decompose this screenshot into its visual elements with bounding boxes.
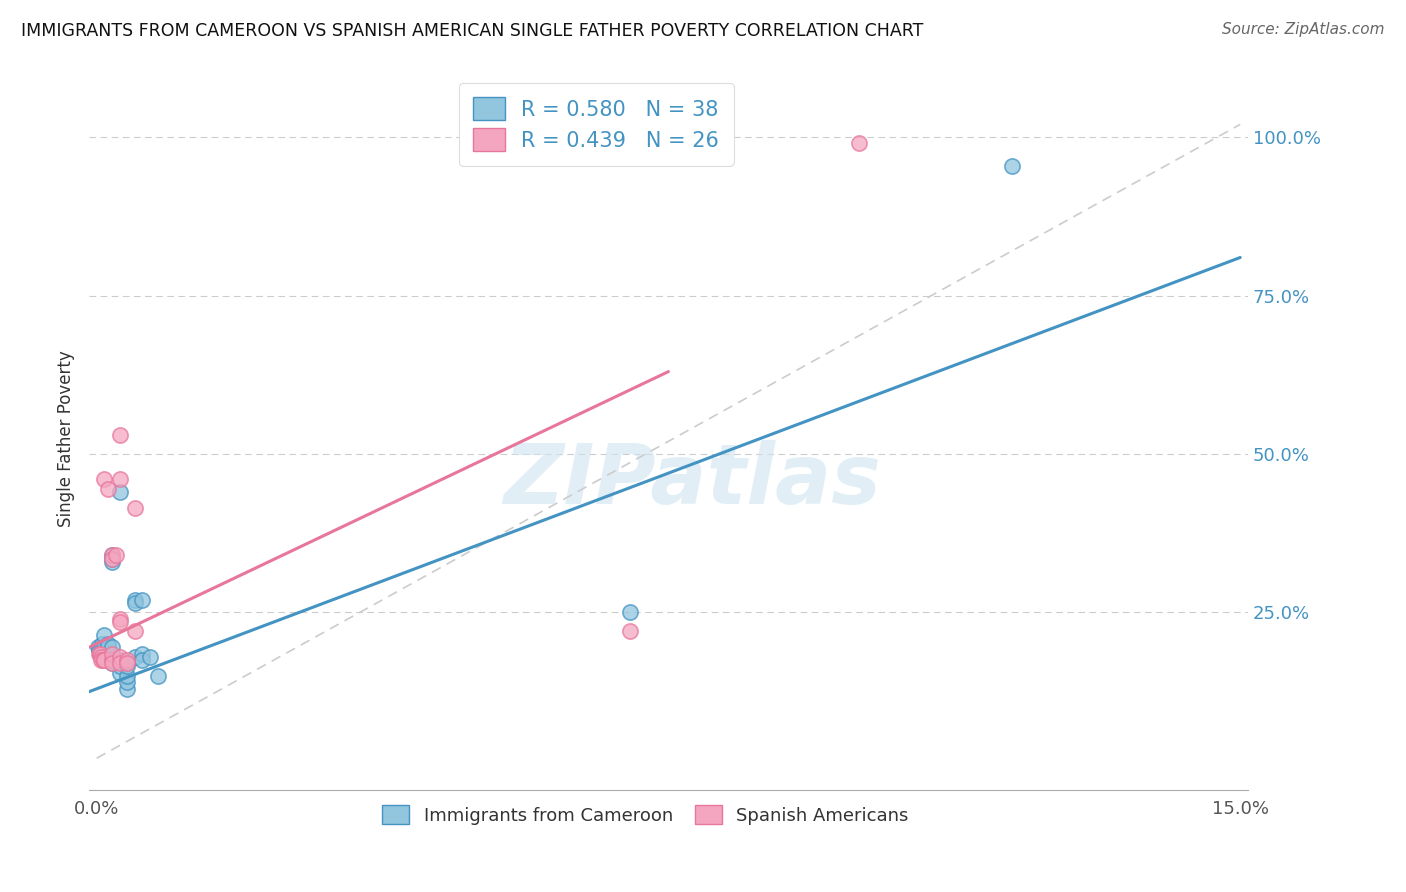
Point — [89, 647, 111, 661]
Point — [108, 485, 131, 500]
Point — [108, 612, 131, 626]
Point — [146, 669, 169, 683]
Point — [108, 472, 131, 486]
Point — [101, 551, 124, 566]
Text: IMMIGRANTS FROM CAMEROON VS SPANISH AMERICAN SINGLE FATHER POVERTY CORRELATION C: IMMIGRANTS FROM CAMEROON VS SPANISH AMER… — [21, 22, 924, 40]
Point — [93, 472, 115, 486]
Y-axis label: Single Father Poverty: Single Father Poverty — [58, 350, 75, 526]
Point — [93, 640, 115, 655]
Point — [131, 647, 153, 661]
Point — [87, 647, 110, 661]
Point — [124, 500, 146, 515]
Point — [101, 551, 124, 566]
Point — [124, 596, 146, 610]
Point — [90, 653, 112, 667]
Point — [115, 653, 138, 667]
Point — [131, 592, 153, 607]
Point — [139, 649, 162, 664]
Point — [1000, 159, 1022, 173]
Point — [108, 428, 131, 442]
Point — [87, 640, 110, 655]
Legend: Immigrants from Cameroon, Spanish Americans: Immigrants from Cameroon, Spanish Americ… — [373, 797, 918, 834]
Point — [108, 649, 131, 664]
Point — [619, 624, 641, 639]
Point — [101, 653, 124, 667]
Point — [115, 659, 138, 673]
Point — [101, 647, 124, 661]
Point — [89, 649, 111, 664]
Text: ZIPatlas: ZIPatlas — [503, 440, 880, 521]
Point — [115, 656, 138, 670]
Point — [93, 647, 115, 661]
Point — [619, 606, 641, 620]
Text: Source: ZipAtlas.com: Source: ZipAtlas.com — [1222, 22, 1385, 37]
Point — [115, 675, 138, 690]
Point — [848, 136, 870, 151]
Point — [101, 549, 124, 563]
Point — [104, 549, 127, 563]
Point — [108, 615, 131, 629]
Point — [115, 669, 138, 683]
Point — [108, 659, 131, 673]
Point — [87, 643, 110, 657]
Point — [101, 656, 124, 670]
Point — [91, 637, 114, 651]
Point — [108, 653, 131, 667]
Point — [108, 665, 131, 680]
Point — [97, 640, 120, 655]
Point — [115, 656, 138, 670]
Point — [91, 647, 114, 661]
Point — [89, 647, 111, 661]
Point — [93, 627, 115, 641]
Point — [101, 640, 124, 655]
Point — [101, 656, 124, 670]
Point — [101, 549, 124, 563]
Point — [101, 653, 124, 667]
Point — [108, 656, 131, 670]
Point — [91, 653, 114, 667]
Point — [124, 624, 146, 639]
Point — [97, 482, 120, 496]
Point — [101, 555, 124, 569]
Point — [93, 643, 115, 657]
Point — [89, 647, 111, 661]
Point — [124, 592, 146, 607]
Point — [131, 653, 153, 667]
Point — [115, 681, 138, 696]
Point — [124, 649, 146, 664]
Point — [90, 640, 112, 655]
Point — [97, 637, 120, 651]
Point — [93, 653, 115, 667]
